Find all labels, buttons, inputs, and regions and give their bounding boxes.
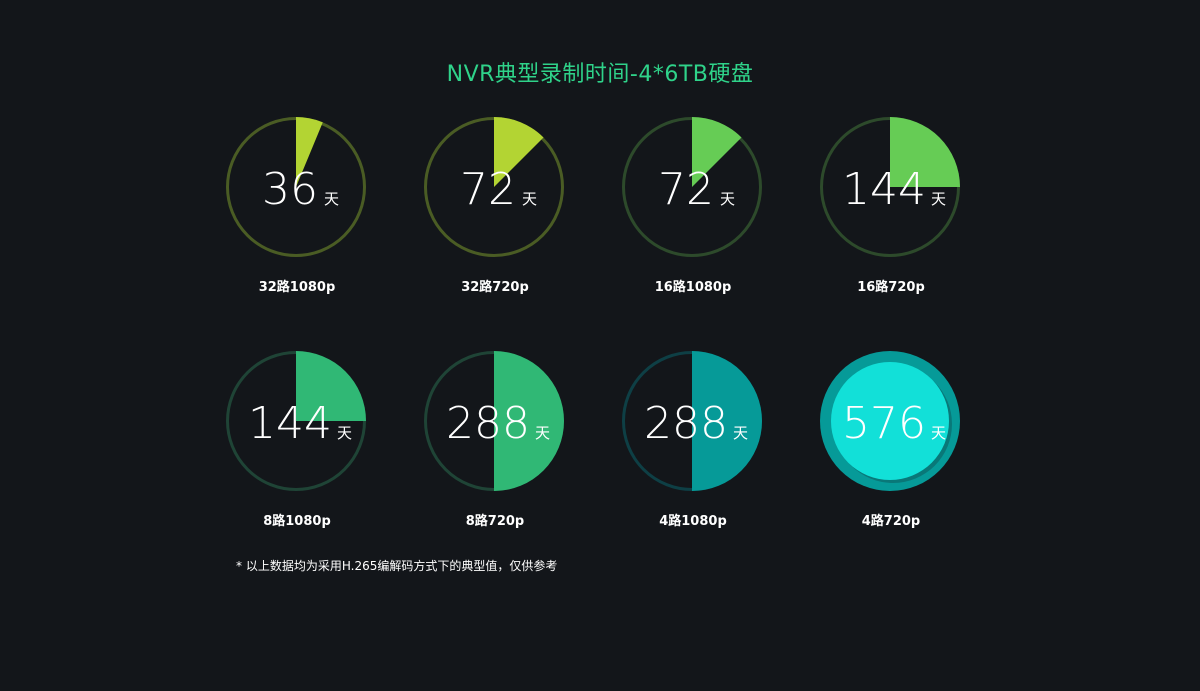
unit-label: 天 — [733, 424, 748, 442]
category-label: 8路1080p — [263, 513, 331, 529]
value-label: 36 — [262, 164, 318, 215]
unit-label: 天 — [337, 424, 352, 442]
value-label: 144 — [248, 398, 332, 449]
category-label: 32路1080p — [259, 279, 336, 295]
value-label: 72 — [658, 164, 714, 215]
unit-label: 天 — [931, 190, 946, 208]
gauge-wedge — [494, 117, 544, 187]
unit-label: 天 — [324, 190, 339, 208]
gauge-wedge — [692, 116, 742, 187]
pie-gauge: 576 天 4路720p — [820, 351, 960, 529]
gauge-wedge — [831, 362, 949, 480]
gauge-wedge — [296, 117, 323, 187]
category-label: 16路720p — [857, 279, 925, 295]
category-label: 32路720p — [461, 279, 529, 295]
value-label: 288 — [446, 398, 530, 449]
footnote: * 以上数据均为采用H.265编解码方式下的典型值，仅供参考 — [236, 559, 558, 573]
pie-gauge: 288 天 8路720p — [424, 351, 564, 529]
unit-label: 天 — [522, 190, 537, 208]
value-label: 576 — [842, 398, 926, 449]
pie-gauge: 288 天 4路1080p — [622, 351, 762, 529]
gauge-wedge — [494, 351, 564, 491]
chart-title: NVR典型录制时间-4*6TB硬盘 — [446, 62, 754, 87]
value-label: 144 — [842, 164, 926, 215]
gauge-wedge — [692, 351, 762, 491]
pie-gauge: 36 天 32路1080p — [226, 117, 366, 295]
gauge-wedge — [296, 351, 366, 421]
pie-gauge: 144 天 8路1080p — [226, 351, 366, 529]
category-label: 8路720p — [466, 513, 525, 529]
unit-label: 天 — [535, 424, 550, 442]
pie-gauge: 144 天 16路720p — [820, 117, 960, 295]
value-label: 72 — [460, 164, 516, 215]
category-label: 4路1080p — [659, 513, 727, 529]
pie-gauge: 72 天 32路720p — [424, 117, 564, 295]
value-label: 288 — [644, 398, 728, 449]
category-label: 16路1080p — [655, 279, 732, 295]
gauge-wedge — [890, 117, 960, 187]
category-label: 4路720p — [862, 513, 921, 529]
unit-label: 天 — [720, 190, 735, 208]
unit-label: 天 — [931, 424, 946, 442]
pie-gauge: 72 天 16路1080p — [622, 116, 762, 295]
